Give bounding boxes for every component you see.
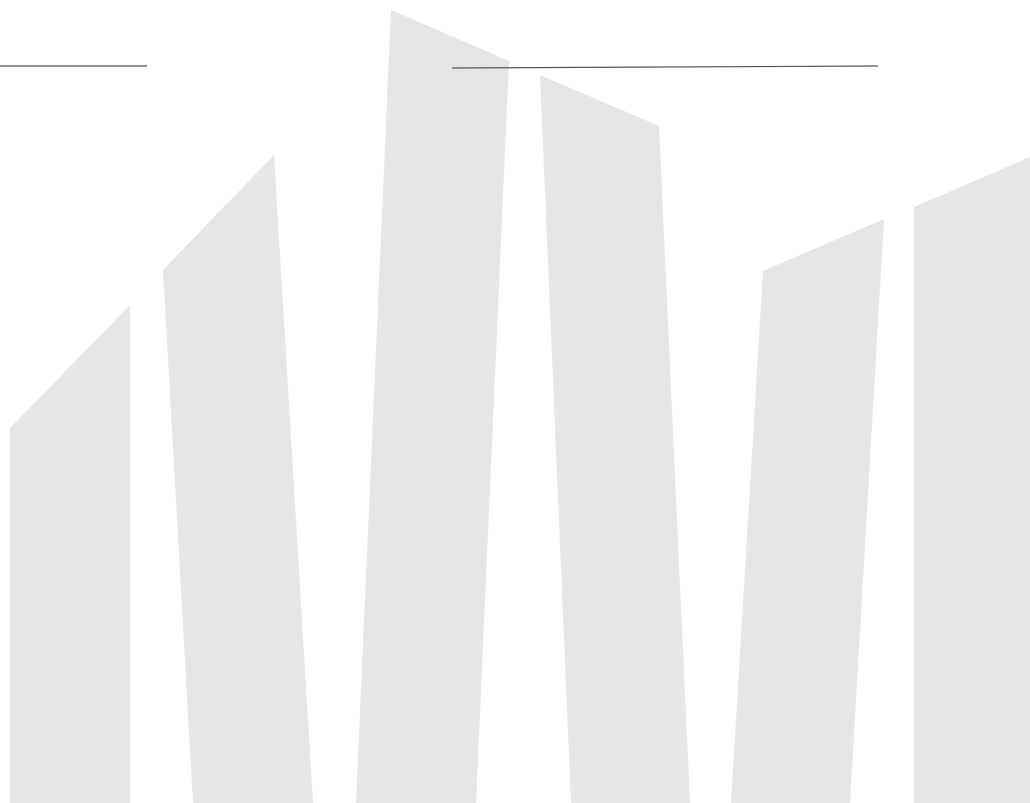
- slanted-columns-group: [10, 10, 1030, 803]
- slanted-column-1: [10, 305, 130, 803]
- slanted-column-3: [356, 10, 509, 803]
- slanted-column-2: [163, 155, 313, 803]
- slanted-column-4: [540, 75, 690, 803]
- horizontal-rules-group: [0, 65, 879, 69]
- slanted-column-6: [914, 157, 1030, 803]
- slanted-column-5: [731, 219, 884, 803]
- horizontal-rule-right: [451, 65, 879, 69]
